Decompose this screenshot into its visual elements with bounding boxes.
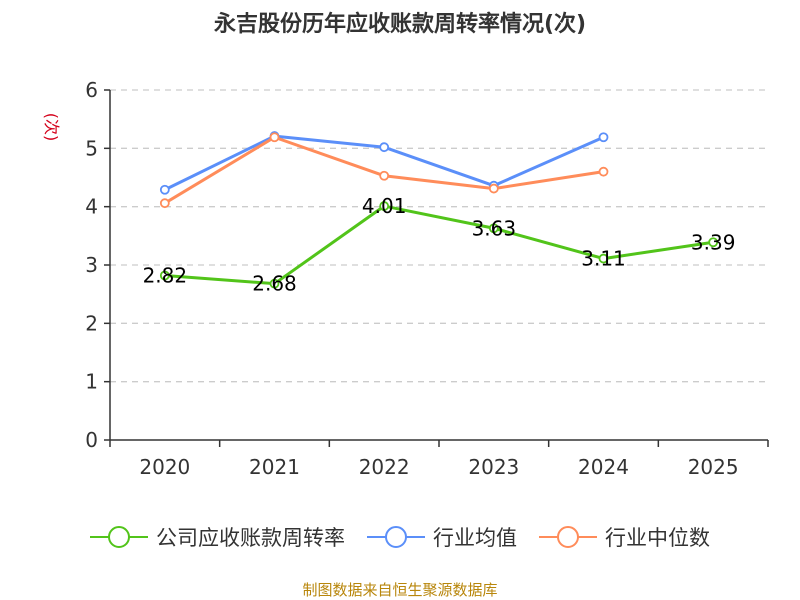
y-axis-label: (次) [42, 113, 61, 142]
source-note: 制图数据来自恒生聚源数据库 [302, 581, 498, 599]
data-point-0 [269, 278, 280, 289]
legend-label: 公司应收账款周转率 [156, 526, 345, 550]
legend-swatch-icon [539, 525, 597, 549]
data-point-2 [159, 198, 170, 209]
data-point-2 [598, 166, 609, 177]
legend-item[interactable]: 公司应收账款周转率 [90, 522, 345, 552]
data-labels: 2.82 2.68 4.01 3.63 3.11 3.39 [143, 194, 736, 296]
x-tick-label: 2021 [249, 455, 300, 479]
legend-item[interactable]: 行业均值 [367, 522, 517, 552]
data-point-0 [159, 270, 170, 281]
x-tick-label: 2024 [578, 455, 629, 479]
y-tick-label: 4 [85, 195, 98, 219]
data-label: 3.39 [691, 230, 736, 254]
legend-item[interactable]: 行业中位数 [539, 522, 710, 552]
data-point-1 [598, 132, 609, 143]
data-label: 2.82 [143, 264, 188, 288]
x-tick-label: 2025 [688, 455, 739, 479]
data-label: 2.68 [252, 272, 297, 296]
y-tick-label: 1 [85, 370, 98, 394]
data-point-1 [159, 184, 170, 195]
y-tick-label: 5 [85, 136, 98, 160]
series-line-0 [164, 204, 714, 286]
data-label: 4.01 [362, 194, 407, 218]
y-tick-label: 6 [85, 78, 98, 102]
axes: 0 1 2 3 4 5 6 2020 2021 2022 2023 2024 2025 [85, 78, 769, 479]
data-point-0 [708, 237, 719, 248]
legend-label: 行业中位数 [605, 526, 710, 550]
data-point-2 [379, 170, 390, 181]
data-label: 3.11 [581, 247, 626, 271]
data-point-0 [379, 201, 390, 211]
data-point-0 [598, 253, 609, 264]
grid-lines [110, 89, 768, 383]
y-tick-label: 2 [85, 311, 98, 335]
legend-label: 行业均值 [433, 526, 517, 550]
x-tick-label: 2023 [468, 455, 519, 479]
series [159, 131, 719, 289]
y-tick-label: 3 [85, 253, 98, 277]
legend: 公司应收账款周转率 行业均值 行业中位数 [0, 520, 800, 554]
y-tick-label: 0 [85, 428, 98, 452]
x-tick-label: 2020 [139, 455, 190, 479]
legend-swatch-icon [367, 525, 425, 549]
data-point-1 [379, 142, 390, 153]
chart-title: 永吉股份历年应收账款周转率情况(次) [213, 12, 587, 37]
data-label: 3.63 [472, 216, 517, 240]
x-tick-label: 2022 [359, 455, 410, 479]
legend-swatch-icon [90, 525, 148, 549]
data-point-0 [488, 223, 499, 234]
data-point-2 [269, 132, 280, 143]
data-point-2 [488, 183, 499, 194]
